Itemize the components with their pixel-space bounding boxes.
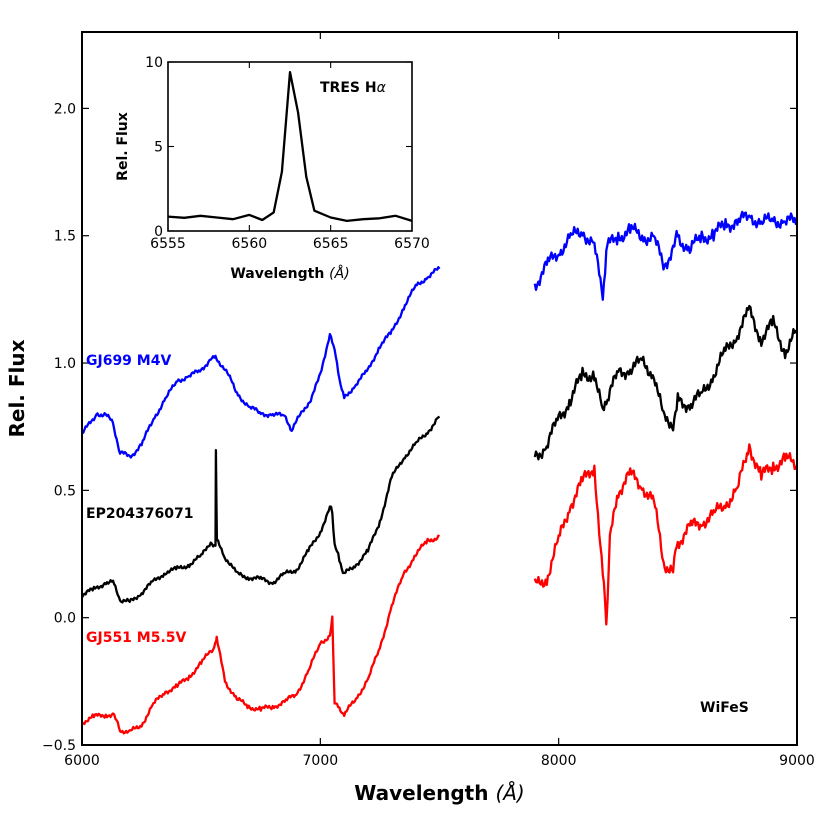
inset-x-tick-label: 6560 — [232, 236, 268, 252]
inset-title: TRES Hα — [320, 80, 387, 96]
series-line-gj699-m4v-segment-2 — [533, 210, 798, 301]
series-line-gj551-m5-5v-segment-2 — [533, 443, 799, 626]
inset-x-tick-label: 6555 — [150, 236, 186, 252]
y-tick-label: 0.0 — [54, 611, 76, 627]
instrument-annotation: WiFeS — [700, 700, 749, 716]
inset-title-symbol: α — [377, 80, 387, 96]
x-axis-label-text: Wavelength — [354, 781, 495, 805]
x-axis-label: Wavelength (Å) — [354, 781, 524, 805]
x-tick-label: 9000 — [779, 753, 815, 769]
inset-x-axis-label: Wavelength (Å) — [230, 265, 349, 282]
inset-background — [168, 62, 412, 231]
y-tick-label: 2.0 — [54, 101, 76, 117]
inset-y-tick-label: 5 — [154, 140, 163, 156]
inset-x-tick-label: 6570 — [394, 236, 430, 252]
x-tick-label: 6000 — [64, 753, 100, 769]
inset-y-axis-label: Rel. Flux — [115, 112, 131, 181]
inset-x-axis-label-unit: (Å) — [329, 265, 350, 282]
x-tick-label: 7000 — [303, 753, 339, 769]
inset-y-tick-label: 0 — [154, 224, 163, 240]
main-plot: −0.5 0.0 0.5 1.0 1.5 2.0 6000 7000 8000 9000 Wavel… — [5, 31, 815, 805]
series-line-gj551-m5-5v-segment-1 — [81, 534, 440, 735]
y-tick-label: 1.0 — [54, 356, 76, 372]
y-tick-label: 1.5 — [54, 229, 76, 245]
x-axis-label-unit: (Å) — [495, 781, 524, 805]
y-tick-label: 0.5 — [54, 483, 76, 499]
inset-title-text: TRES H — [320, 80, 377, 96]
y-tick-label: −0.5 — [42, 738, 76, 754]
series-line-gj699-m4v-segment-1 — [81, 266, 441, 459]
series-label-gj699-m4v: GJ699 M4V — [86, 353, 171, 369]
inset-y-tick-label: 10 — [145, 55, 163, 71]
inset-plot: 0 5 10 6555 6560 6565 6570 Wavelength (Å) Rel. F… — [115, 55, 430, 282]
series-line-ep204376071-segment-1 — [80, 415, 441, 604]
series-line-ep204376071-segment-2 — [533, 304, 798, 461]
series-label-ep204376071: EP204376071 — [86, 506, 194, 522]
inset-x-tick-label: 6565 — [313, 236, 349, 252]
inset-halpha-line — [167, 70, 413, 223]
series-label-gj551-m5-5v: GJ551 M5.5V — [86, 630, 187, 646]
inset-x-axis-label-text: Wavelength — [230, 266, 329, 282]
plot-frame — [81, 31, 798, 746]
y-axis-label: Rel. Flux — [5, 339, 29, 437]
x-tick-label: 8000 — [541, 753, 577, 769]
